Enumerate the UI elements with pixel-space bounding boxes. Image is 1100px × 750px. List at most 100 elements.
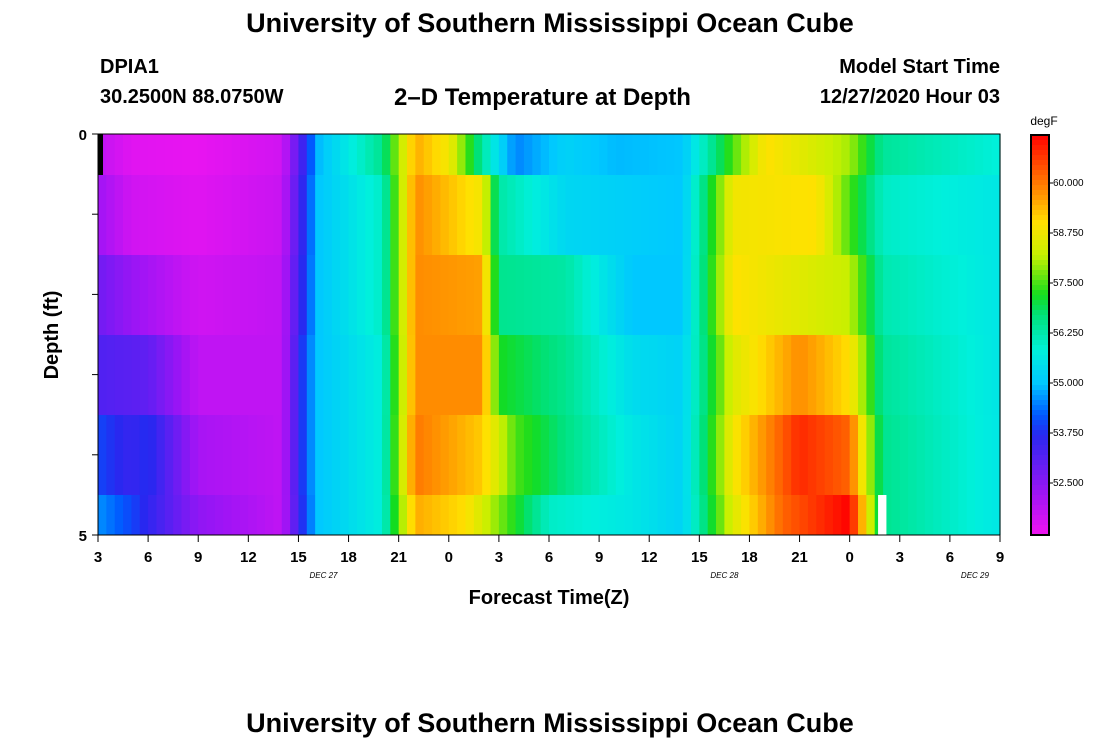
heatmap-cell (515, 255, 525, 335)
heatmap-cell (181, 134, 191, 175)
heatmap-cell (498, 255, 508, 335)
heatmap-cell (599, 255, 609, 335)
heatmap-cell (223, 415, 233, 495)
heatmap-cell (440, 335, 450, 415)
colorbar-segment (1031, 225, 1049, 231)
heatmap-cell (732, 175, 742, 255)
heatmap-cell (306, 335, 316, 415)
colorbar-unit-label: degF (1030, 114, 1057, 128)
heatmap-cell (816, 255, 826, 335)
heatmap-cell (98, 255, 107, 335)
heatmap-cell (156, 335, 166, 415)
heatmap-cell (958, 134, 968, 175)
heatmap-cell (908, 415, 918, 495)
colorbar-segment (1031, 440, 1049, 446)
heatmap-cell (148, 335, 158, 415)
colorbar-segment (1031, 135, 1049, 141)
heatmap-cell (198, 255, 208, 335)
heatmap-cell (473, 495, 483, 535)
heatmap-cell (198, 175, 208, 255)
heatmap-cell (657, 495, 667, 535)
heatmap-cell (532, 335, 542, 415)
heatmap-cell (766, 134, 776, 175)
heatmap-cell (473, 255, 483, 335)
heatmap-cell (465, 495, 475, 535)
heatmap-cell (624, 255, 634, 335)
colorbar-segment (1031, 500, 1049, 506)
heatmap-cell (448, 415, 458, 495)
heatmap-cell (716, 255, 725, 335)
colorbar-segment (1031, 385, 1049, 391)
heatmap-cell (198, 134, 208, 175)
heatmap-cell (498, 175, 508, 255)
heatmap-cell (807, 495, 817, 535)
colorbar-segment (1031, 185, 1049, 191)
heatmap-cell (423, 495, 433, 535)
heatmap-cell (123, 335, 133, 415)
heatmap-cell (290, 415, 300, 495)
heatmap-cell (98, 335, 107, 415)
colorbar-segment (1031, 245, 1049, 251)
heatmap-cell (239, 415, 249, 495)
heatmap-cell (540, 134, 550, 175)
page-title: University of Southern Mississippi Ocean… (246, 8, 854, 38)
heatmap-cell (916, 255, 926, 335)
heatmap-cell (381, 255, 391, 335)
heatmap-cell (290, 175, 300, 255)
heatmap-cell (482, 175, 492, 255)
heatmap-cell (757, 415, 767, 495)
heatmap-cell (407, 175, 416, 255)
heatmap-cell (323, 415, 333, 495)
heatmap-cell (457, 255, 467, 335)
heatmap-cell (574, 134, 584, 175)
colorbar-segment (1031, 400, 1049, 406)
heatmap-cell (874, 255, 884, 335)
heatmap-cell (941, 495, 951, 535)
date-label: DEC 28 (710, 571, 739, 580)
heatmap-cell (640, 134, 650, 175)
heatmap-cell (741, 335, 751, 415)
heatmap-cell (958, 495, 968, 535)
heatmap-cell (189, 175, 199, 255)
colorbar-segment (1031, 175, 1049, 181)
heatmap-cell (774, 255, 784, 335)
colorbar-segment (1031, 195, 1049, 201)
heatmap-cell (807, 335, 817, 415)
heatmap-cell (699, 255, 709, 335)
heatmap-cell (214, 175, 224, 255)
colorbar-segment (1031, 170, 1049, 176)
heatmap-cell (298, 495, 308, 535)
heatmap-cell (498, 335, 508, 415)
heatmap-cell (615, 495, 625, 535)
heatmap-cell (899, 495, 909, 535)
heatmap-cell (532, 255, 542, 335)
colorbar-segment (1031, 345, 1049, 351)
heatmap-cell (490, 175, 500, 255)
heatmap-cell (941, 134, 951, 175)
heatmap-cell (298, 335, 308, 415)
heatmap-cell (607, 134, 617, 175)
heatmap-cell (966, 415, 976, 495)
heatmap-cell (482, 495, 492, 535)
colorbar-segment (1031, 435, 1049, 441)
colorbar-segment (1031, 300, 1049, 306)
heatmap-cell (557, 175, 567, 255)
heatmap-cell (164, 335, 174, 415)
heatmap-cell (114, 134, 124, 175)
heatmap-cell (473, 415, 483, 495)
heatmap-cell (98, 495, 107, 535)
heatmap-cell (933, 175, 943, 255)
heatmap-cell (824, 495, 834, 535)
colorbar-segment (1031, 355, 1049, 361)
heatmap-cell (306, 495, 316, 535)
heatmap-cell (849, 134, 859, 175)
heatmap-cell (423, 415, 433, 495)
heatmap-cell (148, 415, 158, 495)
heatmap-cell (340, 415, 350, 495)
colorbar-segment (1031, 165, 1049, 171)
heatmap-cell (482, 415, 492, 495)
heatmap-cell (640, 495, 650, 535)
heatmap-cell (799, 495, 809, 535)
heatmap-cell (624, 495, 634, 535)
heatmap-cell (565, 495, 575, 535)
